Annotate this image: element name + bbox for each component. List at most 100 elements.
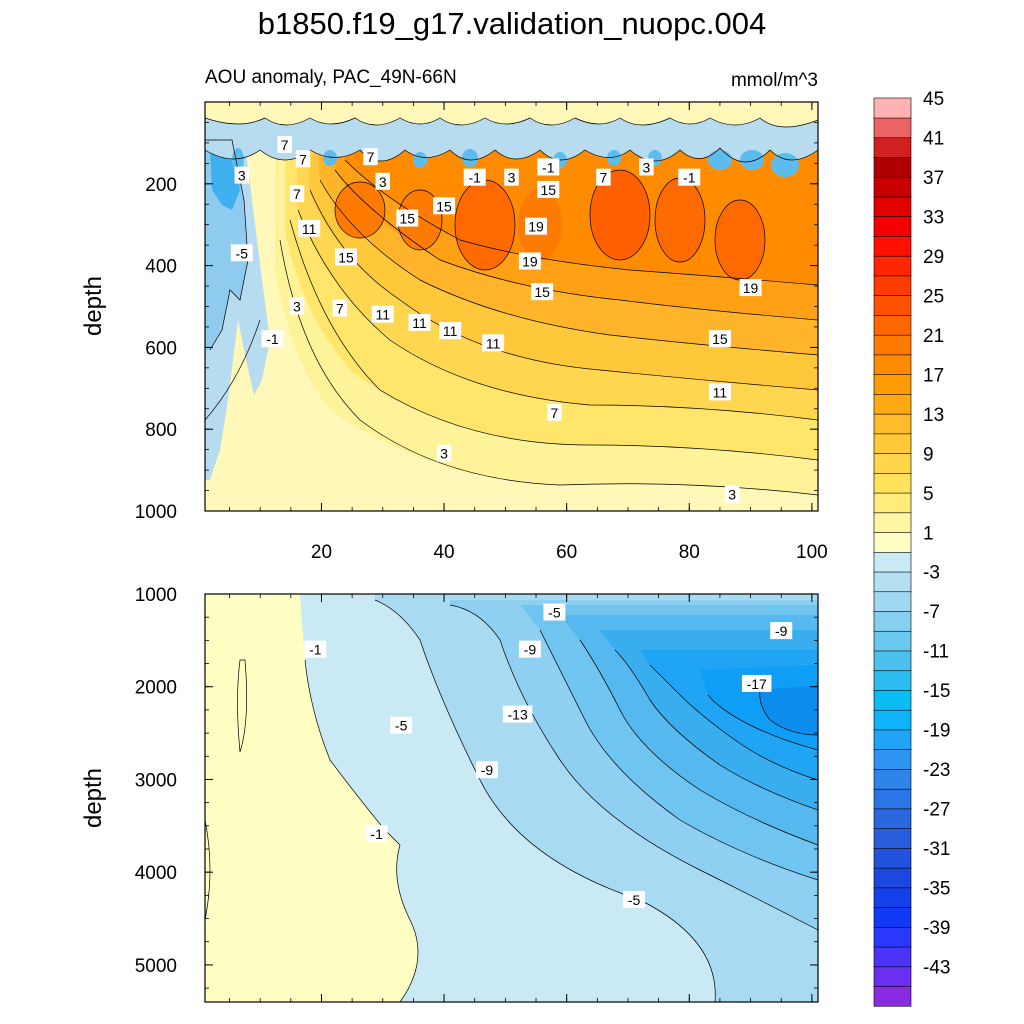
contour-label-text: -1 — [309, 642, 322, 658]
contour-label-text: 15 — [338, 249, 354, 265]
units-label: mmol/m^3 — [731, 70, 818, 91]
contour-label-bg — [230, 244, 253, 262]
contour-label: 7 — [295, 150, 311, 168]
colorbar-swatch — [873, 907, 912, 928]
colorbar-swatch — [873, 314, 912, 336]
chart-title: b1850.f19_g17.validation_nuopc.004 — [258, 6, 767, 41]
contour-label-bg — [365, 825, 388, 843]
x-tick-label: 40 — [433, 542, 454, 563]
contour-label-bg — [463, 168, 486, 186]
colorbar-tick-label: -27 — [923, 800, 950, 821]
colorbar-swatch — [873, 729, 912, 750]
contour-label-bg — [518, 640, 541, 658]
contour-label: 15 — [537, 180, 560, 198]
contour-label-text: 11 — [443, 323, 458, 339]
contour-label-text: -17 — [747, 676, 767, 692]
colorbar-tick-label: -23 — [923, 760, 950, 781]
contour-label: 7 — [289, 185, 305, 203]
y-tick-label: 4000 — [135, 863, 177, 884]
colorbar-swatch — [873, 610, 912, 632]
colorbar-tick-label: 41 — [923, 128, 944, 149]
x-tick-label: 20 — [311, 542, 332, 563]
contour-label-text: 15 — [712, 331, 728, 347]
colorbar-swatch — [873, 689, 912, 711]
contour-label: -13 — [502, 705, 533, 723]
contour-label-bg — [304, 640, 327, 658]
contour-label-text: -1 — [266, 331, 279, 347]
contour-label: -17 — [741, 674, 772, 692]
contour-label: 7 — [547, 403, 562, 421]
colorbar-swatch — [873, 847, 912, 869]
axes-group: 200 400 600 800 1000 20 40 60 80 100 1000 2000 3000 4… — [135, 101, 828, 1002]
contour-label: 15 — [396, 209, 419, 227]
contour-label: 3 — [375, 172, 391, 190]
contour-label-bg — [371, 305, 394, 323]
colorbar-swatch — [873, 117, 912, 139]
colorbar-swatch — [873, 946, 912, 968]
contour-label: 15 — [433, 197, 456, 215]
colorbar-swatch — [873, 749, 912, 770]
y-tick-label: 2000 — [135, 678, 177, 699]
contour-label-bg — [375, 172, 391, 190]
contour-label-text: 3 — [728, 487, 736, 503]
contour-label-text: -13 — [508, 707, 528, 723]
contour-label-text: 3 — [440, 446, 448, 462]
colorbar-tick-label: 37 — [923, 168, 944, 189]
colorbar-swatch — [873, 768, 912, 790]
colorbar-swatch — [873, 887, 912, 908]
contour-label: 7 — [363, 148, 378, 166]
colorbar-swatch — [873, 531, 912, 553]
contour-label-text: -5 — [548, 605, 561, 621]
contour-label-bg — [531, 283, 554, 301]
contour-label-text: 15 — [436, 198, 452, 214]
y-tick-label: 600 — [145, 338, 177, 359]
contour-label-bg — [518, 252, 541, 270]
contour-label-text: 3 — [238, 168, 246, 184]
colorbar-tick-label: -3 — [923, 563, 940, 584]
contour-label-bg — [289, 297, 305, 315]
colorbar-tick-label: -11 — [923, 642, 949, 663]
contour-label: 11 — [708, 383, 731, 401]
colorbar-swatch — [873, 551, 912, 573]
y-tick-label: 1000 — [135, 585, 177, 606]
contour-label: 3 — [436, 444, 452, 462]
y-tick-label: 5000 — [135, 956, 177, 977]
contour-label-bg — [390, 716, 413, 734]
contour-label-bg — [708, 330, 731, 348]
colorbar-swatch — [873, 453, 912, 474]
colorbar-swatch — [873, 97, 912, 119]
colorbar-swatch — [873, 334, 912, 356]
contour-label-text: 15 — [540, 182, 556, 198]
colorbar-tick-label: -19 — [923, 721, 950, 742]
contour-label-bg — [439, 322, 462, 340]
x-tick-label: 60 — [556, 542, 577, 563]
colorbar-tick-label: 33 — [923, 207, 944, 228]
contour-label-bg — [547, 403, 562, 421]
contour-label-text: 3 — [642, 159, 650, 175]
contour-label-text: 11 — [302, 221, 317, 237]
upper-panel-contours — [205, 102, 818, 511]
colorbar-tick-label: -7 — [923, 602, 940, 623]
colorbar-tick-label: 13 — [923, 405, 944, 426]
contour-label-bg — [623, 891, 646, 908]
contour-label-text: 19 — [522, 254, 538, 270]
contour-label-text: -9 — [524, 642, 537, 658]
contour-label-bg — [543, 603, 566, 621]
contour-label-bg — [334, 248, 357, 266]
colorbar-tick-label: -43 — [923, 958, 950, 979]
contour-label: 15 — [708, 330, 731, 348]
contour-label-bg — [639, 158, 654, 176]
contour-label-bg — [396, 209, 419, 227]
contour-label-text: 15 — [400, 211, 416, 227]
colorbar-swatch — [873, 630, 912, 652]
colorbar-swatch — [873, 374, 912, 395]
colorbar-swatch — [873, 216, 912, 237]
contour-label: 11 — [371, 305, 394, 323]
contour-label: 7 — [332, 299, 348, 317]
contour-label-text: 11 — [486, 335, 501, 351]
y-tick-label: 400 — [145, 257, 177, 278]
contour-label: 3 — [724, 485, 740, 503]
colorbar-swatch — [873, 472, 912, 494]
colorbar-swatch — [873, 235, 912, 257]
contour-label-text: -1 — [683, 170, 696, 186]
